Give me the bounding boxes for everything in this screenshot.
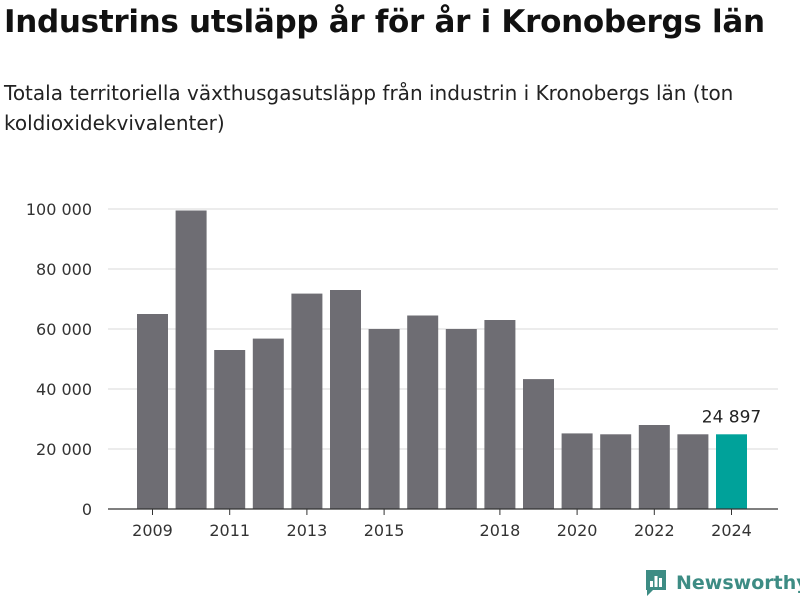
y-tick-label: 100 000 xyxy=(26,200,92,219)
bar xyxy=(561,433,593,509)
x-tick-label: 2018 xyxy=(480,521,521,540)
bar xyxy=(137,314,168,509)
y-tick-label: 80 000 xyxy=(36,260,92,279)
x-tick-label: 2015 xyxy=(364,521,405,540)
bar xyxy=(677,434,709,509)
bar xyxy=(445,329,477,509)
chart-subtitle: Totala territoriella växthusgasutsläpp f… xyxy=(4,81,734,135)
x-tick-label: 2011 xyxy=(209,521,250,540)
bar xyxy=(638,425,670,509)
x-tick-label: 2022 xyxy=(634,521,675,540)
bar xyxy=(252,338,284,509)
x-tick-label: 2009 xyxy=(132,521,173,540)
bar xyxy=(175,210,207,509)
y-axis-ticks: 0 20 000 40 000 60 000 80 000 100 000 xyxy=(26,200,92,519)
data-labels: 24 897 xyxy=(702,407,761,427)
gridlines xyxy=(108,208,778,450)
bar-chart-logo-icon xyxy=(646,570,666,596)
data-label: 24 897 xyxy=(702,407,761,427)
bar xyxy=(214,350,246,509)
brand-name: Newsworthy xyxy=(676,572,800,594)
x-tick-label: 2020 xyxy=(557,521,598,540)
bars xyxy=(137,210,747,509)
bar xyxy=(368,329,400,509)
bar-highlight xyxy=(716,434,747,509)
bar xyxy=(484,320,516,509)
bar xyxy=(291,293,323,509)
x-tick-label: 2024 xyxy=(711,521,752,540)
y-tick-label: 0 xyxy=(82,500,92,519)
y-tick-label: 60 000 xyxy=(36,320,92,339)
x-axis: 2009 2011 2013 2015 2018 2020 2022 2024 xyxy=(108,508,778,540)
bar xyxy=(407,315,439,509)
y-tick-label: 40 000 xyxy=(36,380,92,399)
bar xyxy=(523,379,554,509)
bar xyxy=(330,290,361,509)
bar xyxy=(600,434,632,509)
x-tick-label: 2013 xyxy=(287,521,328,540)
newsworthy-logo: Newsworthy xyxy=(644,568,800,598)
y-tick-label: 20 000 xyxy=(36,440,92,459)
chart-title: Industrins utsläpp år för år i Kronoberg… xyxy=(4,4,765,40)
